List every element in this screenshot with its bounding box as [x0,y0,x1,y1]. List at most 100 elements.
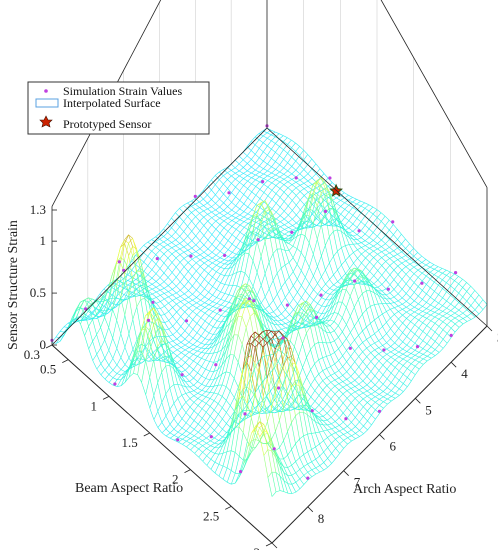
surface-mesh-line [266,396,271,405]
surface-mesh-line [342,386,348,391]
surface-mesh-line [119,276,124,279]
surface-mesh-line [128,246,133,256]
surface-mesh-line [100,369,106,375]
surface-mesh-line [189,406,195,412]
surface-mesh-line [251,183,256,187]
surface-mesh-line [306,300,311,310]
surface-mesh-line [220,304,226,307]
surface-mesh-line [193,398,199,403]
surface-mesh-line [88,297,93,300]
surface-mesh-line [378,370,384,376]
surface-mesh-line [159,228,164,234]
surface-mesh-line [276,224,282,235]
surface-mesh-line [209,346,214,354]
surface-mesh-line [368,228,374,233]
surface-mesh-line [402,341,407,346]
surface-mesh-line [347,426,352,431]
surface-mesh-line [217,393,223,397]
surface-mesh-line [307,158,313,165]
surface-mesh-line [239,178,244,183]
surface-mesh-line [434,274,439,278]
surface-mesh-line [80,306,85,314]
surface-mesh-line [292,222,297,226]
surface-mesh-line [305,283,310,292]
surface-mesh-line [358,395,364,400]
surface-mesh-line [177,412,183,419]
surface-mesh-line [415,365,420,370]
surface-mesh-line [262,346,268,379]
surface-mesh-line [277,329,282,331]
surface-mesh-line [312,208,317,215]
surface-mesh-line [224,300,229,303]
surface-mesh-line [345,245,350,257]
surface-mesh-line [213,336,218,343]
surface-mesh-line [183,231,188,237]
surface-mesh-line [271,152,276,159]
surface-mesh-line [153,411,159,420]
surface-mesh-line [247,201,253,208]
surface-mesh-line [360,230,366,235]
surface-mesh-line [288,250,294,258]
surface-mesh-line [348,215,354,221]
surface-mesh-line [247,213,253,217]
surface-mesh-line [279,167,284,173]
surface-mesh-line [259,216,265,221]
surface-mesh-line [308,204,313,210]
surface-mesh-line [292,271,298,280]
surface-mesh-line [197,405,203,409]
surface-mesh-line [151,273,157,279]
surface-mesh-line [96,327,101,335]
surface-mesh-line [155,277,161,282]
surface-mesh-line [112,286,117,310]
surface-mesh-line [212,294,217,298]
surface-mesh-line [176,344,182,348]
surface-mesh-line [326,319,331,321]
surface-mesh-line [228,252,233,257]
surface-mesh-line [295,187,301,192]
surface-mesh-line [250,411,255,415]
surface-mesh-line [326,403,332,409]
surface-mesh-line [153,395,159,412]
surface-mesh-line [366,376,372,382]
surface-mesh-line [309,275,314,285]
surface-mesh-line [168,336,174,342]
surface-mesh-line [354,398,360,403]
surface-mesh-line [393,261,399,267]
surface-mesh-line [139,252,144,259]
surface-mesh-line [442,279,447,283]
surface-mesh-line [104,350,110,359]
surface-mesh-line [215,214,220,219]
surface-mesh-line [353,267,359,271]
surface-mesh-line [191,203,196,207]
surface-mesh-line [375,401,380,406]
surface-mesh-line [393,229,398,235]
surface-mesh-line [231,192,236,197]
surface-mesh-line [377,287,383,292]
surface-mesh-line [132,270,137,280]
surface-mesh-line [353,270,359,275]
surface-mesh-line [283,167,288,172]
surface-mesh-line [104,365,110,371]
surface-mesh-line [159,277,165,282]
surface-mesh-line [161,365,166,373]
surface-mesh-line [337,284,342,288]
surface-mesh-line [426,293,431,298]
surface-mesh-line [312,206,318,225]
surface-mesh-line [175,248,181,252]
surface-mesh-line [258,404,263,411]
surface-mesh-line [155,233,160,238]
surface-mesh-line [261,308,266,311]
surface-mesh-line [336,197,341,201]
surface-mesh-line [291,363,296,365]
surface-mesh-line [193,349,198,352]
surface-mesh-line [108,283,113,303]
surface-mesh-line [59,331,65,333]
surface-mesh-line [147,247,152,252]
surface-mesh-line [258,387,263,401]
surface-mesh-line [213,403,219,411]
surface-mesh-line [307,180,313,185]
surface-mesh-line [267,175,272,178]
surface-mesh-line [438,309,443,312]
surface-mesh-line [197,381,202,385]
surface-mesh-line [202,430,207,436]
